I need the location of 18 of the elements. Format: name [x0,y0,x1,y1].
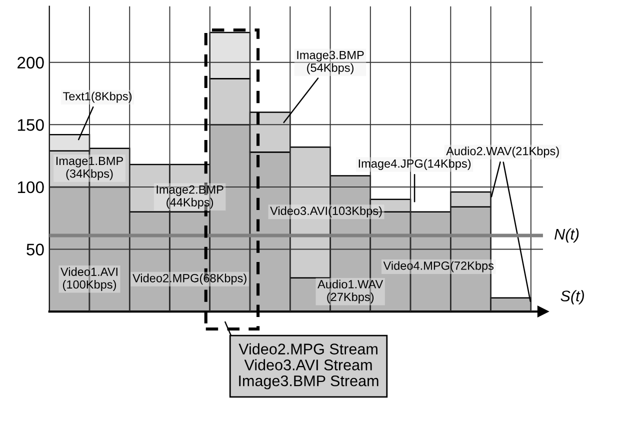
annotation: Audio1.WAV (27Kbps) [318,280,384,304]
annotation: Image3.BMP (54Kbps) [297,50,364,74]
annotation: Image2.BMP (44Kbps) [156,185,224,209]
annotation: Audio2.WAV(21Kbps) [446,146,559,158]
x-axis-title: S(t) [560,290,584,304]
annotation: Image4.JPG(14Kbps) [358,159,471,170]
ref-line-label: N(t) [554,228,579,243]
y-tick-label: 100 [18,181,44,194]
annotation: Text1(8Kbps) [63,92,132,103]
annotation: Video3.AVI(103Kbps) [270,206,382,218]
y-tick-label: 50 [26,244,44,256]
annotation: Video2.MPG(68Kbps) [132,274,246,285]
annotation: Video1.AVI (100Kbps) [60,267,118,292]
y-tick-label: 200 [18,56,44,69]
annotation: Image1.BMP (34Kbps) [56,156,123,180]
annotation: Video4.MPG(72Kbps [383,261,494,272]
text: Video2.MPG Stream Video3.AVI Stream Image3.BMP Stream [238,343,378,390]
y-tick-label: 150 [18,119,44,131]
